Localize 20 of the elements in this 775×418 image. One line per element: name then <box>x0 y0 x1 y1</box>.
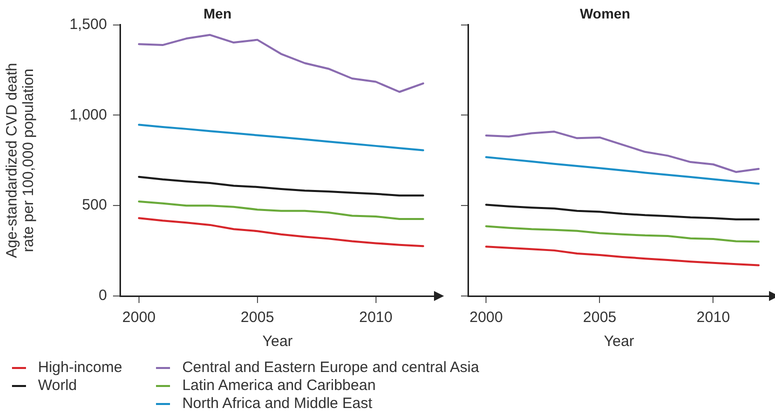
chart-title: Men <box>204 5 232 22</box>
legend-label: North Africa and Middle East <box>182 395 372 413</box>
y-tick-label: 0 <box>98 287 107 304</box>
y-tick-label: 1,500 <box>69 16 107 33</box>
legend-label: High-income <box>38 359 122 377</box>
x-tick-label: 2000 <box>122 309 156 326</box>
x-tick-label: 2000 <box>469 309 503 326</box>
x-tick-label: 2005 <box>583 309 616 326</box>
legend-label: Central and Eastern Europe and central Asia <box>182 359 480 377</box>
legend-label: World <box>38 377 77 395</box>
legend-label: Latin America and Caribbean <box>182 377 376 395</box>
y-axis-title: Age-standardized CVD death rate per 100,000 population <box>3 62 37 258</box>
x-axis-title: Year <box>262 333 293 350</box>
x-tick-label: 2010 <box>696 309 730 326</box>
chart-title: Women <box>580 5 630 22</box>
y-tick-label: 1,000 <box>69 106 107 124</box>
x-tick-label: 2010 <box>359 309 392 326</box>
x-axis-title: Year <box>604 333 634 350</box>
x-tick-label: 2005 <box>240 309 274 326</box>
y-tick-label: 500 <box>82 196 107 214</box>
